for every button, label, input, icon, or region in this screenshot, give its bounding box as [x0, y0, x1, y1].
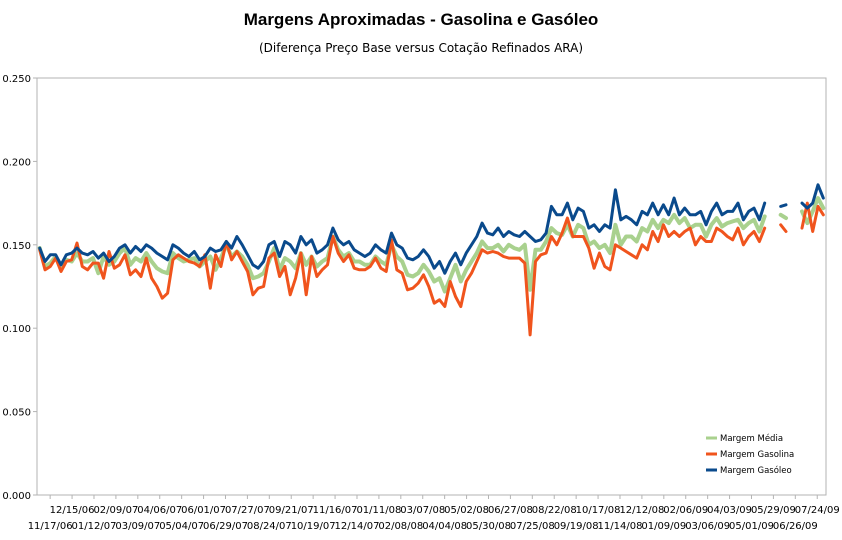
legend-label: Margem Gasolina — [720, 450, 794, 460]
y-tick-label: 0.150 — [2, 241, 31, 252]
series-line-1 — [37, 196, 826, 294]
x-tick-label: 09/19/08 — [554, 521, 599, 532]
y-tick-label: 0.000 — [2, 491, 31, 502]
legend-label: Margem Gasóleo — [720, 465, 792, 476]
legend-label: Margem Média — [720, 433, 783, 444]
x-tick-label: 10/19/07 — [291, 521, 336, 532]
x-tick-label: 02/08/08 — [378, 521, 423, 532]
x-tick-label: 04/03/09 — [707, 505, 752, 516]
x-tick-label: 08/24/07 — [247, 521, 292, 532]
x-tick-label: 01/09/09 — [641, 521, 686, 532]
x-tick-label: 05/04/07 — [159, 521, 204, 532]
x-tick-label: 03/07/08 — [400, 505, 445, 516]
x-tick-label: 04/06/07 — [137, 505, 182, 516]
x-tick-label: 12/12/08 — [619, 505, 664, 516]
x-tick-label: 09/21/07 — [269, 505, 314, 516]
x-tick-label: 06/27/08 — [488, 505, 533, 516]
x-tick-label: 11/17/06 — [28, 521, 73, 532]
x-tick-label: 01/12/07 — [72, 521, 117, 532]
x-tick-label: 07/27/07 — [225, 505, 270, 516]
x-tick-label: 01/11/08 — [356, 505, 401, 516]
x-tick-label: 11/14/08 — [598, 521, 643, 532]
x-tick-label: 12/15/06 — [50, 505, 95, 516]
x-tick-label: 04/04/08 — [422, 521, 467, 532]
x-tick-label: 06/01/07 — [181, 505, 226, 516]
chart-title: Margens Aproximadas - Gasolina e Gasóleo — [243, 10, 599, 29]
chart-subtitle: (Diferença Preço Base versus Cotação Ref… — [258, 41, 584, 55]
plot-area — [36, 77, 827, 496]
x-tick-label: 05/01/09 — [729, 521, 774, 532]
x-tick-label: 07/24/09 — [795, 505, 840, 516]
series-line-3 — [38, 183, 825, 275]
y-tick-label: 0.100 — [2, 324, 31, 335]
x-tick-label: 07/25/08 — [510, 521, 555, 532]
x-tick-label: 10/17/08 — [576, 505, 621, 516]
x-tick-label: 08/22/08 — [532, 505, 577, 516]
x-tick-label: 12/14/07 — [335, 521, 380, 532]
y-tick-label: 0.050 — [2, 408, 31, 419]
series-line-2 — [38, 201, 825, 337]
x-tick-label: 06/29/07 — [203, 521, 248, 532]
x-tick-label: 05/02/08 — [444, 505, 489, 516]
x-tick-label: 03/09/07 — [115, 521, 160, 532]
y-tick-label: 0.200 — [2, 157, 31, 168]
y-tick-label: 0.250 — [2, 74, 31, 85]
x-tick-label: 06/26/09 — [773, 521, 818, 532]
x-tick-label: 05/30/08 — [466, 521, 511, 532]
x-tick-label: 02/06/09 — [663, 505, 708, 516]
x-tick-label: 02/09/07 — [93, 505, 138, 516]
x-tick-label: 11/16/07 — [313, 505, 358, 516]
x-tick-label: 05/29/09 — [751, 505, 796, 516]
x-tick-label: 03/06/09 — [685, 521, 730, 532]
